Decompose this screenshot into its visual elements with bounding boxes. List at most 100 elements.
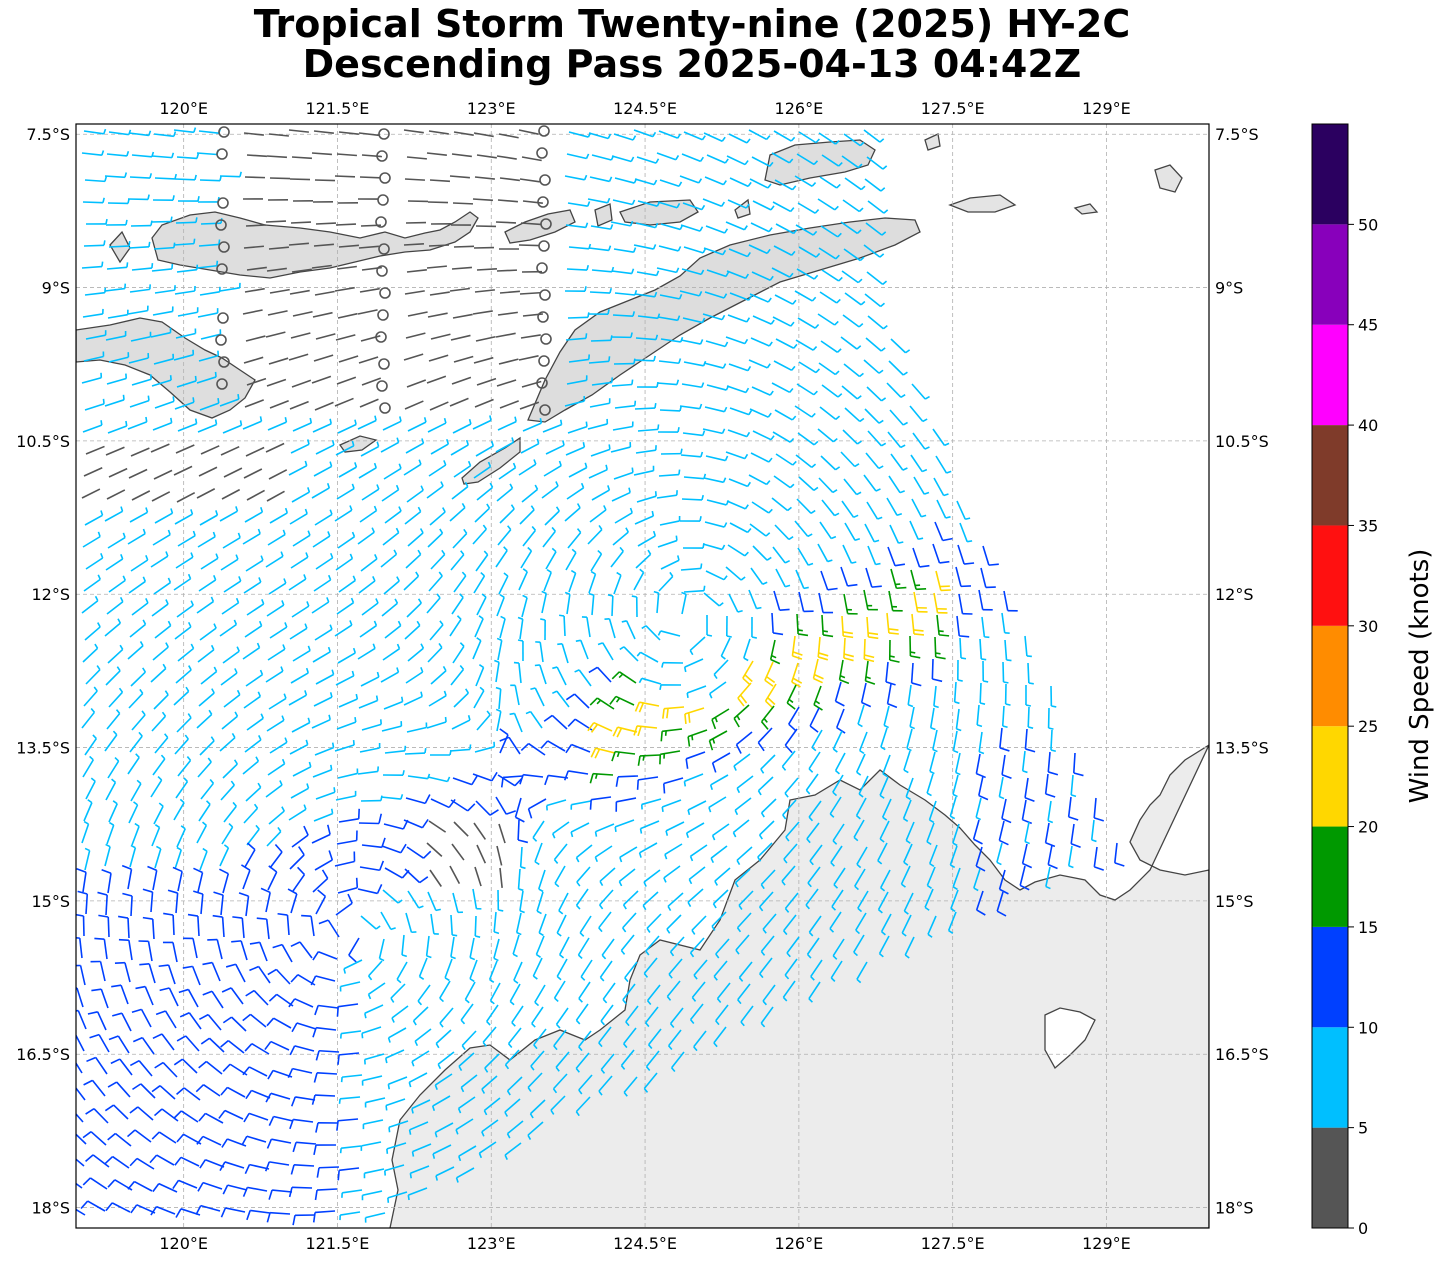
barb-shaft [337,886,358,894]
wind-barb [725,336,749,345]
wind-barb [760,935,775,956]
barb-half-flag [654,403,657,409]
barb-flag [85,1154,94,1163]
barb-shaft [521,380,542,388]
barb-half-flag [185,686,190,692]
barb-shaft [84,514,103,526]
barb-half-flag [678,293,683,300]
barb-half-flag [331,669,335,675]
barb-shaft [222,650,240,664]
barb-shaft [243,468,263,479]
wind-barb [142,888,154,913]
barb-shaft [1002,661,1005,683]
wind-barb [668,1029,682,1051]
wind-barb [757,842,773,862]
barb-shaft [140,1009,152,1028]
barb-shaft [288,578,307,591]
wind-barb [82,1177,108,1190]
barb-shaft [832,774,844,793]
barb-shaft [749,408,769,418]
barb-flag [1045,793,1056,798]
barb-half-flag [482,1041,487,1047]
barb-shaft [106,153,127,157]
barb-half-flag [710,857,715,864]
wind-barb [615,775,639,787]
wind-barb [359,505,378,523]
barb-half-flag [607,309,610,315]
barb-shaft [131,154,152,158]
wind-barb [242,1013,267,1028]
barb-half-flag [183,777,189,783]
wind-barb [269,507,289,524]
barb-half-flag [903,861,909,866]
barb-shaft [104,846,111,867]
barb-shaft [267,648,286,661]
wind-barb [357,884,383,895]
calm-circle [218,126,230,138]
barb-shaft [796,613,799,635]
barb-half-flag [559,954,565,959]
barb-shaft [704,176,724,186]
barb-shaft [176,717,192,733]
wind-barb [429,179,451,183]
barb-half-flag [460,1019,466,1025]
barb-half-flag [534,1001,540,1007]
wind-barb [820,455,841,471]
barb-shaft [386,1142,407,1150]
barb-half-flag [631,595,637,598]
wind-barb [435,1029,452,1049]
wind-barb [681,382,705,389]
barb-shaft [522,422,542,432]
wind-barb [521,594,528,618]
barb-half-flag [859,749,865,755]
calm-circle [378,128,390,140]
barb-shaft [202,1181,223,1190]
wind-barb [268,469,288,480]
wind-barb [219,1161,245,1172]
barb-shaft [315,895,327,915]
barb-shaft [693,1030,707,1048]
wind-barb [221,711,239,730]
wind-barb [338,131,359,136]
barb-flag [212,914,223,918]
wind-barb [378,128,390,140]
barb-half-flag [902,371,908,376]
barb-shaft [220,445,240,456]
barb-half-flag [638,852,642,858]
wind-barb [335,553,354,571]
barb-shaft [244,399,264,408]
barb-shaft [405,912,413,933]
barb-shaft [250,1209,271,1214]
barb-shaft [819,291,838,304]
barb-shaft [337,536,355,549]
barb-shaft [127,869,133,890]
barb-shaft [796,268,815,280]
barb-half-flag [1050,749,1057,753]
barb-shaft [427,647,443,663]
wind-barb [127,416,148,430]
wind-barb [312,311,333,318]
barb-shaft [611,491,631,502]
wind-barb [267,968,291,985]
barb-shaft [242,420,262,430]
barb-shaft [268,697,287,710]
barb-shaft [656,152,677,161]
barb-shaft [844,407,861,423]
barb-half-flag [599,904,604,910]
barb-shaft [246,828,260,846]
barb-shaft [775,223,795,235]
barb-half-flag [652,244,657,250]
barb-shaft [129,511,148,523]
barb-shaft [174,738,189,755]
wind-barb [590,444,611,457]
barb-flag [195,1084,205,1093]
wind-barb [407,890,424,909]
wind-barb [725,221,748,231]
barb-half-flag [504,1154,508,1160]
wind-barb [176,1035,200,1052]
barb-shaft [1019,865,1026,886]
barb-shaft [348,937,360,956]
wind-barb [426,593,441,614]
barb-flag [242,1066,250,1076]
barb-shaft [518,571,528,591]
